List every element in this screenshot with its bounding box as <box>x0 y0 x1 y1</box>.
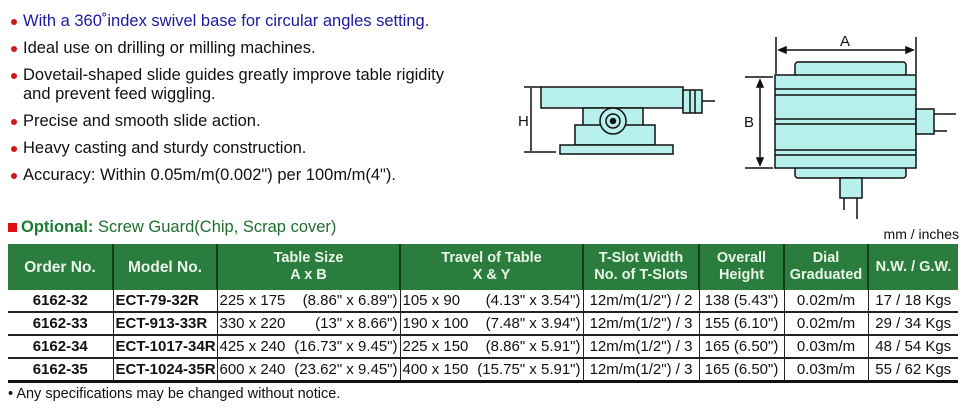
weight: 48 / 54 Kgs <box>868 335 958 359</box>
table-size: 225 x 175 (8.86" x 6.89") <box>217 290 401 313</box>
feature-text: Dovetail-shaped slide guides greatly imp… <box>23 66 444 103</box>
tslot: 12m/m(1/2") / 2 <box>583 290 700 313</box>
label-a: A <box>840 33 850 50</box>
optional-label: Optional: <box>21 218 94 236</box>
feature-text: Accuracy: Within 0.05m/m(0.002") per 100… <box>23 166 396 184</box>
model-no: ECT-913-33R <box>113 312 218 336</box>
travel: 190 x 100 (7.48" x 3.94") <box>400 312 584 336</box>
travel: 225 x 150 (8.86" x 5.91") <box>400 335 584 359</box>
optional-text: Screw Guard(Chip, Scrap cover) <box>98 218 337 236</box>
note-text: Any specifications may be changed withou… <box>16 386 341 402</box>
bullet-icon <box>11 73 17 79</box>
header-model-no: Model No. <box>113 244 218 290</box>
header-tslot: T-Slot Width No. of T-Slots <box>583 244 700 290</box>
tslot: 12m/m(1/2") / 3 <box>583 358 700 383</box>
dial-graduated: 0.02m/m <box>784 290 869 313</box>
bullet-icon <box>11 19 17 25</box>
bullet-icon <box>11 119 17 125</box>
bullet-icon <box>11 46 17 52</box>
feature-item: Ideal use on drilling or milling machine… <box>10 39 480 58</box>
feature-text: With a 360˚index swivel base for circula… <box>23 12 430 30</box>
table-size: 600 x 240 (23.62" x 9.45") <box>217 358 401 383</box>
side-view-diagram: H <box>518 86 715 155</box>
weight: 17 / 18 Kgs <box>868 290 958 313</box>
table-header-row: Order No. Model No. Table Size A x B Trav… <box>8 244 958 290</box>
model-no: ECT-1024-35R <box>113 358 218 383</box>
header-weight: N.W. / G.W. <box>868 244 958 290</box>
dial-graduated: 0.03m/m <box>784 358 869 383</box>
feature-item: Heavy casting and sturdy construction. <box>10 139 480 158</box>
tslot: 12m/m(1/2") / 3 <box>583 335 700 359</box>
label-h: H <box>518 113 529 130</box>
table-row: 6162-34 ECT-1017-34R 425 x 240 (16.73" x … <box>8 335 958 359</box>
overall-height: 165 (6.50") <box>699 358 785 383</box>
table-row: 6162-32 ECT-79-32R 225 x 175 (8.86" x 6.8… <box>8 290 958 313</box>
feature-item: Accuracy: Within 0.05m/m(0.002") per 100… <box>10 166 480 185</box>
header-order-no: Order No. <box>8 244 114 290</box>
header-dial: Dial Graduated <box>784 244 869 290</box>
top-view-diagram: A B <box>744 33 956 219</box>
weight: 55 / 62 Kgs <box>868 358 958 383</box>
product-diagrams: H A B <box>518 33 956 219</box>
bullet-icon <box>11 173 17 179</box>
travel: 105 x 90 (4.13" x 3.54") <box>400 290 584 313</box>
table-row: 6162-33 ECT-913-33R 330 x 220 (13" x 8.66… <box>8 312 958 336</box>
feature-text: Precise and smooth slide action. <box>23 112 261 130</box>
dial-graduated: 0.02m/m <box>784 312 869 336</box>
model-no: ECT-79-32R <box>113 290 218 313</box>
model-no: ECT-1017-34R <box>113 335 218 359</box>
overall-height: 155 (6.10") <box>699 312 785 336</box>
tslot: 12m/m(1/2") / 3 <box>583 312 700 336</box>
feature-text: Ideal use on drilling or milling machine… <box>23 39 316 57</box>
bullet-icon <box>11 146 17 152</box>
dial-graduated: 0.03m/m <box>784 335 869 359</box>
feature-list: With a 360˚index swivel base for circula… <box>10 12 480 193</box>
table-size: 425 x 240 (16.73" x 9.45") <box>217 335 401 359</box>
header-height: Overall Height <box>699 244 785 290</box>
table-row: 6162-35 ECT-1024-35R 600 x 240 (23.62" x … <box>8 358 958 383</box>
header-travel: Travel of Table X & Y <box>400 244 584 290</box>
feature-text: Heavy casting and sturdy construction. <box>23 139 307 157</box>
order-no: 6162-33 <box>8 312 114 336</box>
feature-item: Precise and smooth slide action. <box>10 112 480 131</box>
feature-item: With a 360˚index swivel base for circula… <box>10 12 480 31</box>
table-size: 330 x 220 (13" x 8.66") <box>217 312 401 336</box>
spec-table: Order No. Model No. Table Size A x B Trav… <box>8 244 958 383</box>
square-bullet-icon <box>8 223 17 232</box>
disclaimer-note: • Any specifications may be changed with… <box>8 386 341 402</box>
label-b: B <box>744 114 754 131</box>
travel: 400 x 150 (15.75" x 5.91") <box>400 358 584 383</box>
weight: 29 / 34 Kgs <box>868 312 958 336</box>
feature-item: Dovetail-shaped slide guides greatly imp… <box>10 66 463 104</box>
optional-accessory: Optional: Screw Guard(Chip, Scrap cover) <box>8 218 336 237</box>
overall-height: 138 (5.43") <box>699 290 785 313</box>
header-table-size: Table Size A x B <box>217 244 401 290</box>
order-no: 6162-32 <box>8 290 114 313</box>
order-no: 6162-34 <box>8 335 114 359</box>
order-no: 6162-35 <box>8 358 114 383</box>
units-label: mm / inches <box>883 226 959 242</box>
overall-height: 165 (6.50") <box>699 335 785 359</box>
